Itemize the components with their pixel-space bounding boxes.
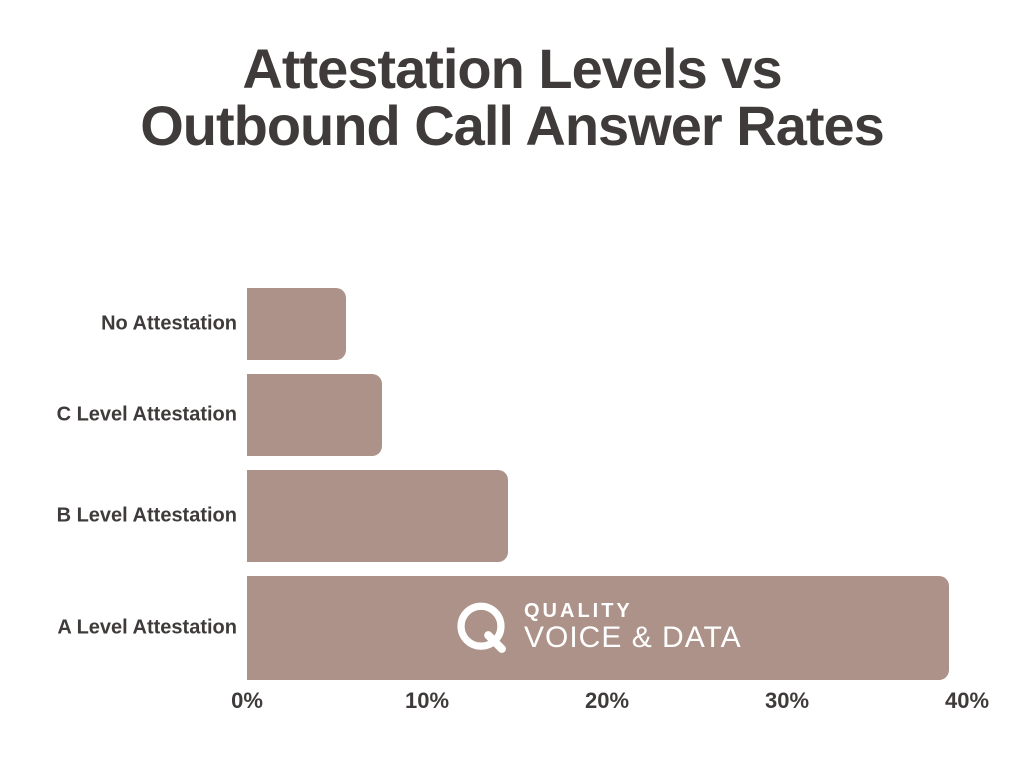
- x-axis: 0%10%20%30%40%: [247, 680, 967, 720]
- page: Attestation Levels vs Outbound Call Answ…: [0, 0, 1024, 768]
- y-axis-label: C Level Attestation: [47, 404, 237, 427]
- bar: [247, 288, 346, 360]
- bar-row: No Attestation: [247, 288, 967, 360]
- title-line-2: Outbound Call Answer Rates: [0, 97, 1024, 154]
- y-axis-label: A Level Attestation: [47, 617, 237, 640]
- plot-area: No Attestation C Level Attestation B Level…: [247, 230, 967, 680]
- bar-row: B Level Attestation: [247, 470, 967, 562]
- bar: [247, 470, 508, 562]
- chart: No Attestation C Level Attestation B Level…: [55, 230, 975, 720]
- x-axis-tick: 10%: [405, 688, 449, 714]
- x-axis-tick: 20%: [585, 688, 629, 714]
- title-line-1: Attestation Levels vs: [0, 40, 1024, 97]
- bar: [247, 576, 949, 680]
- y-axis-label: B Level Attestation: [47, 505, 237, 528]
- page-title: Attestation Levels vs Outbound Call Answ…: [0, 0, 1024, 154]
- x-axis-tick: 30%: [765, 688, 809, 714]
- x-axis-tick: 0%: [231, 688, 263, 714]
- bar-row: A Level AttestationQUALITYVOICE & DATA: [247, 576, 967, 680]
- y-axis-label: No Attestation: [47, 313, 237, 336]
- bar: [247, 374, 382, 456]
- bars-container: No Attestation C Level Attestation B Level…: [247, 230, 967, 680]
- x-axis-tick: 40%: [945, 688, 989, 714]
- bar-row: C Level Attestation: [247, 374, 967, 456]
